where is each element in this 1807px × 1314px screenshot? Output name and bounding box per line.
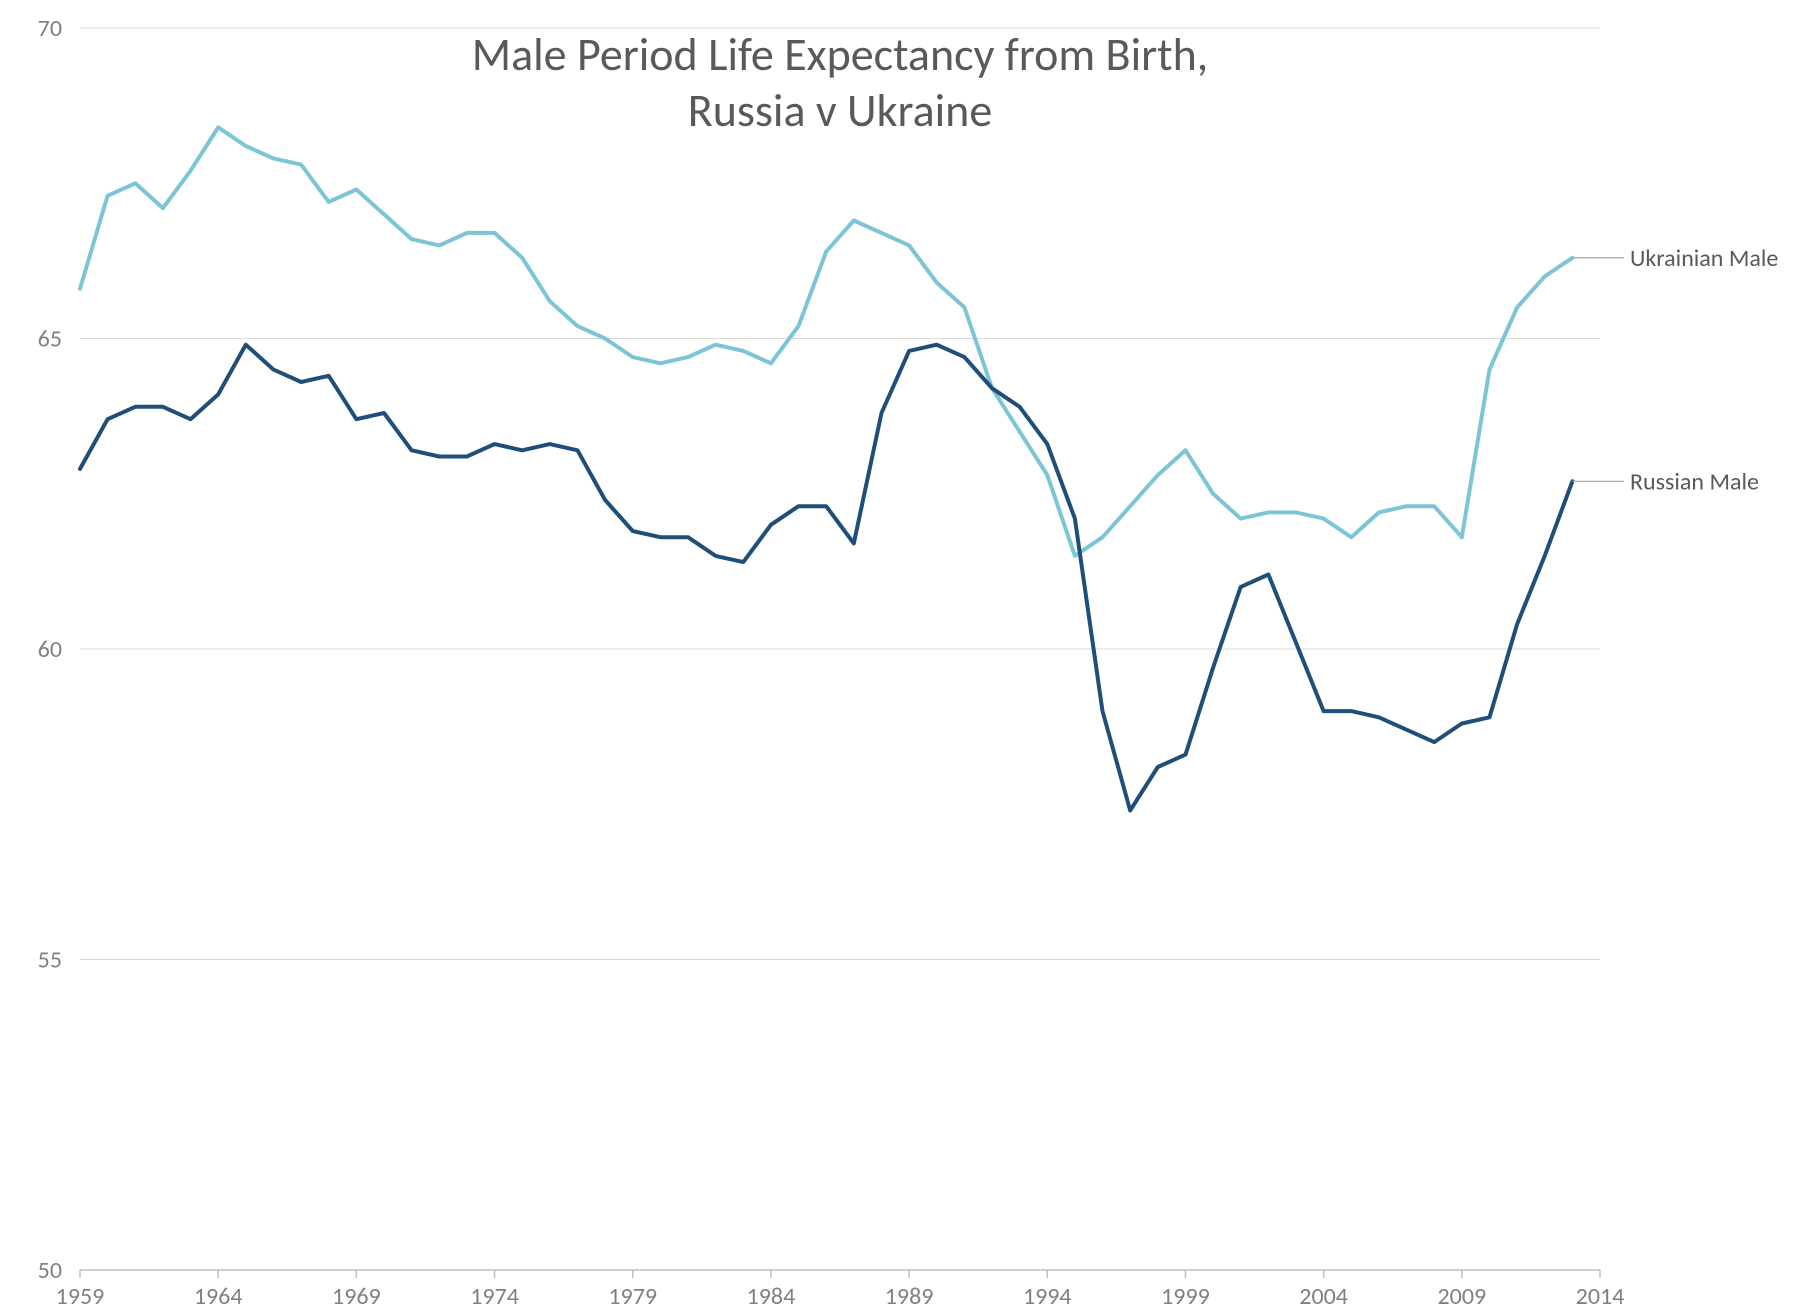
series-label: Ukrainian Male — [1630, 244, 1778, 273]
x-tick-label: 1974 — [470, 1282, 519, 1311]
x-tick-label: 1999 — [1161, 1282, 1210, 1311]
x-tick-label: 2014 — [1576, 1282, 1625, 1311]
life-expectancy-chart: 1959 1964 1969 1974 1979 1984 1989 1994 1999 2004… — [0, 0, 1807, 1314]
x-tick-label: 2004 — [1299, 1282, 1348, 1311]
x-tick-label: 2009 — [1437, 1282, 1486, 1311]
x-tick-label: 1964 — [194, 1282, 243, 1311]
chart-title-line1: Male Period Life Expectancy from Birth, — [472, 27, 1208, 83]
chart-container: 1959 1964 1969 1974 1979 1984 1989 1994 1999 2004… — [0, 0, 1807, 1314]
y-tick-label: 65 — [38, 325, 62, 354]
x-tick-label: 1979 — [608, 1282, 657, 1311]
chart-title-line2: Russia v Ukraine — [688, 83, 992, 139]
x-tick-label: 1984 — [747, 1282, 796, 1311]
x-tick-label: 1994 — [1023, 1282, 1072, 1311]
y-tick-label: 60 — [38, 635, 62, 664]
x-tick-label: 1989 — [885, 1282, 934, 1311]
y-tick-label: 55 — [38, 946, 62, 975]
x-tick-label: 1959 — [56, 1282, 105, 1311]
y-tick-label: 50 — [38, 1256, 62, 1285]
x-tick-label: 1969 — [332, 1282, 381, 1311]
y-tick-label: 70 — [38, 14, 62, 43]
chart-background — [0, 0, 1807, 1314]
series-label: Russian Male — [1630, 467, 1759, 496]
